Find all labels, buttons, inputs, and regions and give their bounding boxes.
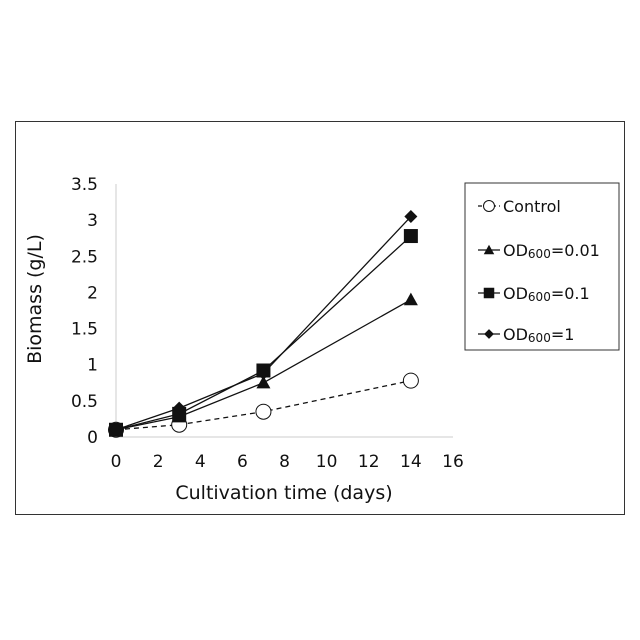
- y-tick-label: 3.5: [71, 175, 98, 195]
- legend-label: Control: [503, 197, 561, 216]
- series-line-3: [115, 216, 412, 431]
- series-0-point: [255, 403, 272, 420]
- y-tick-label: 0: [87, 428, 98, 448]
- y-axis-title: Biomass (g/L): [24, 234, 46, 364]
- series-1-point: [256, 375, 271, 389]
- series-line-0: [115, 379, 412, 431]
- legend-label: OD600=0.1: [503, 284, 590, 304]
- series-1-point: [403, 292, 418, 306]
- x-tick-label: 10: [316, 452, 338, 472]
- figure-frame: [15, 121, 625, 515]
- legend: Control OD600=0.01 OD600=0.1 OD600=1: [464, 182, 620, 351]
- legend-label: OD600=1: [503, 325, 574, 345]
- x-tick-label: 0: [111, 452, 122, 472]
- y-tick-label: 2.5: [71, 247, 98, 267]
- series-3-point: [404, 210, 418, 224]
- x-tick-label: 2: [153, 452, 164, 472]
- series-2-point: [403, 229, 418, 244]
- legend-label: OD600=0.01: [503, 241, 600, 261]
- x-tick-label: 6: [237, 452, 248, 472]
- x-tick-label: 4: [195, 452, 206, 472]
- series-3-point: [172, 401, 186, 415]
- series-0-point: [402, 372, 419, 389]
- x-tick-label: 8: [279, 452, 290, 472]
- legend-marker: [483, 200, 495, 212]
- axes: [115, 184, 453, 438]
- x-tick-label: 14: [400, 452, 422, 472]
- legend-marker: [484, 329, 494, 339]
- series-line-2: [115, 235, 412, 431]
- x-tick-label: 16: [442, 452, 464, 472]
- y-tick-label: 1: [87, 356, 98, 376]
- y-tick-label: 1.5: [71, 320, 98, 340]
- series-line-1: [115, 299, 412, 431]
- series-3-point: [109, 423, 123, 437]
- series-3-point: [256, 366, 270, 380]
- legend-marker: [483, 244, 495, 255]
- tick-labels: 0 2 4 6 8 10 12 14 16 0 0.5 1 1.5 2 2.5 3 3.5: [71, 175, 464, 472]
- series-markers: [108, 210, 419, 438]
- x-axis-title: Cultivation time (days): [175, 482, 392, 504]
- y-tick-label: 0.5: [71, 392, 98, 412]
- y-tick-label: 3: [87, 211, 98, 231]
- legend-marker: [483, 287, 495, 299]
- x-tick-label: 12: [358, 452, 380, 472]
- series-lines: [115, 216, 412, 431]
- y-tick-label: 2: [87, 283, 98, 303]
